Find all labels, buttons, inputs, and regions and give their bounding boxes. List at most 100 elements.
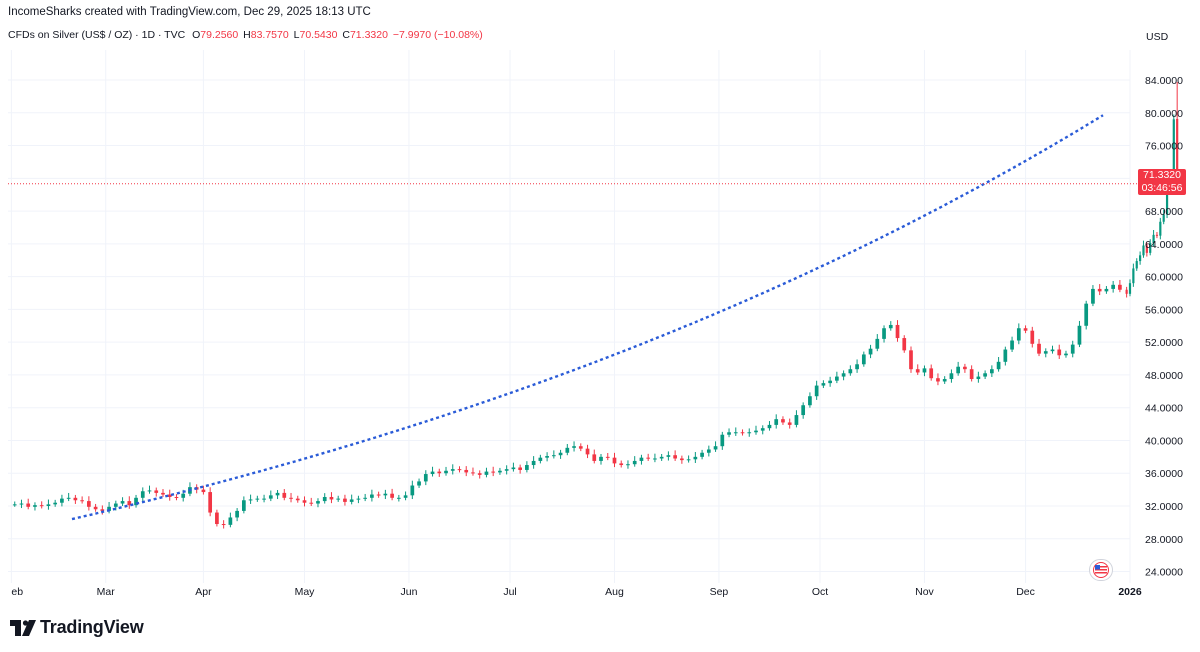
candle-body <box>1159 221 1162 236</box>
candle-body <box>1077 325 1082 345</box>
candle-body <box>983 373 987 377</box>
candle-body <box>612 457 617 464</box>
candle-body <box>1176 118 1179 185</box>
candle-body <box>53 502 58 505</box>
candle-body <box>215 512 219 525</box>
candle-body <box>1010 340 1014 350</box>
bar-countdown: 03:46:56 <box>1141 182 1183 194</box>
high-value: 83.7570 <box>250 29 289 41</box>
candle-body <box>1125 289 1128 294</box>
candle-body <box>518 467 522 470</box>
candle-body <box>747 432 752 434</box>
candle-body <box>1155 234 1159 236</box>
candle-body <box>93 506 98 510</box>
candle-body <box>835 376 839 381</box>
candle-body <box>336 498 341 500</box>
candle-body <box>174 496 179 498</box>
candle-body <box>760 428 765 431</box>
candle-body <box>740 432 745 434</box>
candle-body <box>700 452 704 457</box>
candle-body <box>956 366 961 374</box>
candle-body <box>888 324 893 329</box>
price-axis: 24.0000 28.0000 32.0000 36.0000 40.0000 44.00… <box>1145 75 1183 579</box>
candle-body <box>942 379 947 382</box>
tradingview-logo-text: TradingView <box>40 617 144 637</box>
candle-body <box>228 517 233 525</box>
open-label: O <box>192 29 201 41</box>
currency-label[interactable]: USD <box>1146 31 1169 43</box>
candle-body <box>1003 349 1008 362</box>
candle-body <box>477 473 482 475</box>
candle-body <box>417 481 421 486</box>
candle-body <box>639 457 644 461</box>
candle-body <box>167 494 172 497</box>
candle-body <box>450 469 455 471</box>
candle-body <box>841 373 846 377</box>
candle-body <box>632 460 637 465</box>
candle-body <box>949 373 954 380</box>
candlestick-series <box>12 82 1179 529</box>
candle-body <box>990 369 994 374</box>
candle-body <box>329 496 334 500</box>
candle-body <box>1104 288 1109 292</box>
candle-body <box>963 366 967 370</box>
candle-body <box>996 361 1001 370</box>
y-tick-label: 60.0000 <box>1145 272 1183 284</box>
trendline <box>71 114 1104 521</box>
x-tick-label: Apr <box>195 586 212 598</box>
candle-body <box>680 458 684 461</box>
candle-body <box>929 368 934 379</box>
candle-body <box>464 469 469 473</box>
low-label: L <box>293 29 300 41</box>
candle-body <box>781 419 785 423</box>
candle-body <box>659 456 664 459</box>
candle-body <box>922 368 927 373</box>
candle-body <box>1165 191 1169 215</box>
candle-body <box>1142 245 1145 256</box>
candle-body <box>87 501 91 507</box>
candle-body <box>1118 284 1122 290</box>
candle-body <box>1135 261 1138 269</box>
x-tick-label: Jun <box>400 586 417 598</box>
candle-body <box>363 497 368 499</box>
candle-body <box>1172 119 1175 178</box>
candle-body <box>120 501 125 504</box>
candle-body <box>902 338 907 351</box>
candle-body <box>437 471 442 474</box>
candle-body <box>343 498 347 502</box>
candle-body <box>868 348 873 355</box>
candle-body <box>383 493 388 496</box>
candle-body <box>976 376 981 380</box>
high-label: H <box>243 29 251 41</box>
candle-body <box>646 457 651 459</box>
flag-icon[interactable] <box>1089 559 1113 581</box>
candle-body <box>895 324 900 339</box>
candle-body <box>801 405 806 416</box>
x-tick-label: Mar <box>97 586 116 598</box>
candle-body <box>1128 283 1132 294</box>
candle-body <box>60 498 64 503</box>
tradingview-logo[interactable]: TradingView <box>10 617 144 638</box>
candle-body <box>565 447 570 453</box>
y-tick-label: 80.0000 <box>1145 108 1183 120</box>
candle-body <box>727 432 731 435</box>
candle-body <box>268 495 273 499</box>
chart-attribution: IncomeSharks created with TradingView.co… <box>8 6 371 18</box>
candle-body <box>511 467 516 470</box>
close-label: C <box>342 29 350 41</box>
candle-body <box>1145 245 1148 253</box>
symbol-name[interactable]: CFDs on Silver (US$ / OZ) · 1D · TVC <box>8 29 186 41</box>
candle-body <box>875 338 880 349</box>
candle-body <box>100 509 105 511</box>
candle-body <box>861 354 866 365</box>
x-tick-label: Dec <box>1016 586 1035 598</box>
candle-body <box>504 469 509 471</box>
candle-body <box>1111 284 1116 289</box>
y-tick-label: 48.0000 <box>1145 370 1183 382</box>
candle-body <box>134 497 138 506</box>
candle-body <box>706 449 711 453</box>
candle-body <box>538 457 543 461</box>
candle-body <box>46 504 51 506</box>
candle-body <box>794 415 799 425</box>
